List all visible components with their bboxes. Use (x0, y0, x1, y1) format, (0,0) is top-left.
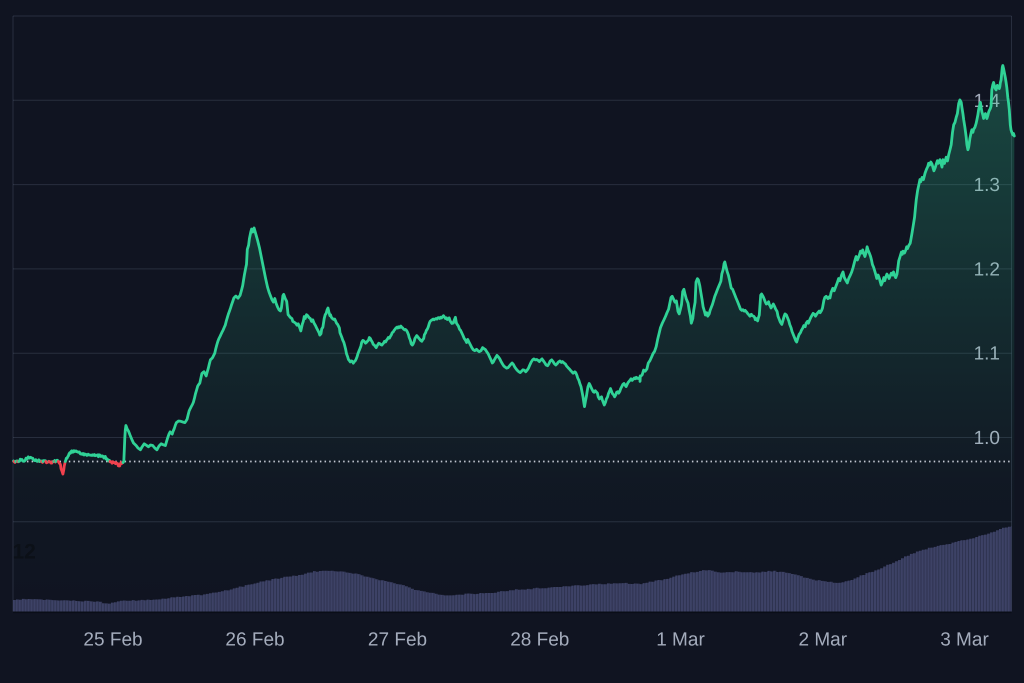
svg-text:2 Mar: 2 Mar (799, 630, 848, 651)
svg-text:26 Feb: 26 Feb (225, 630, 284, 651)
svg-text:3 Mar: 3 Mar (940, 630, 989, 651)
svg-text:1 Mar: 1 Mar (656, 630, 705, 651)
svg-text:25 Feb: 25 Feb (83, 630, 142, 651)
svg-text:28 Feb: 28 Feb (510, 630, 569, 651)
svg-text:27 Feb: 27 Feb (368, 630, 427, 651)
